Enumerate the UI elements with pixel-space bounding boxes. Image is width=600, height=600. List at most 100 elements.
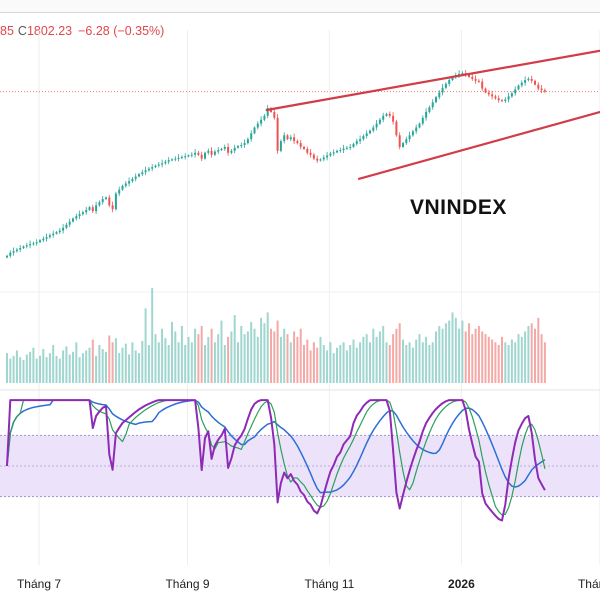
candle-body: [388, 113, 391, 116]
candle-body: [260, 119, 263, 124]
volume-bar: [289, 342, 292, 383]
candle-layer: [6, 70, 546, 259]
candle-body: [213, 151, 216, 155]
volume-bar: [481, 331, 484, 383]
volume-bar: [25, 354, 28, 383]
volume-bar: [256, 336, 259, 383]
chart-title: VNINDEX: [410, 196, 507, 219]
close-value: 1802.23: [26, 24, 73, 38]
volume-bar: [319, 336, 322, 383]
candle-body: [418, 123, 421, 128]
volume-bar: [190, 342, 193, 383]
candle-body: [184, 156, 187, 158]
candle-body: [293, 137, 296, 142]
candle-body: [299, 143, 302, 147]
rsi-line: [6, 399, 546, 522]
candle-body: [111, 205, 114, 210]
candle-body: [372, 127, 375, 131]
volume-bar: [392, 334, 395, 383]
candle-body: [349, 146, 352, 148]
candle-body: [329, 153, 332, 156]
volume-bar: [75, 342, 78, 383]
candle-body: [530, 78, 533, 81]
volume-bar: [395, 328, 398, 383]
volume-bar: [543, 342, 546, 383]
channel-layer: [265, 49, 600, 180]
candle-body: [237, 146, 239, 148]
volume-bar: [213, 342, 216, 383]
volume-bar: [138, 353, 140, 383]
volume-bar: [408, 342, 411, 383]
rsi-layer: [0, 399, 600, 522]
candle-body: [527, 78, 530, 81]
volume-bar: [9, 358, 12, 383]
volume-bar: [468, 323, 470, 383]
volume-bar: [204, 345, 206, 383]
volume-bar: [474, 328, 477, 383]
volume-bar: [240, 326, 243, 383]
candle-body: [35, 242, 38, 244]
volume-bar: [355, 347, 358, 383]
candle-body: [517, 85, 520, 90]
volume-bar: [184, 345, 187, 383]
volume-bar: [276, 320, 279, 383]
candle-body: [461, 73, 464, 75]
candle-body: [42, 238, 45, 241]
candle-body: [494, 96, 497, 99]
candle-body: [501, 100, 503, 102]
candle-body: [345, 147, 348, 149]
candle-body: [68, 221, 71, 225]
candle-body: [55, 232, 58, 234]
volume-bar: [227, 336, 230, 383]
candle-body: [514, 89, 517, 94]
candle-body: [319, 159, 322, 161]
volume-bar: [19, 357, 22, 383]
candle-body: [336, 150, 338, 153]
volume-bar: [144, 308, 147, 383]
volume-bar: [431, 342, 434, 383]
volume-bar: [42, 349, 45, 383]
candle-body: [114, 193, 117, 210]
candle-body: [471, 76, 474, 79]
volume-bar: [484, 334, 487, 383]
candle-body: [72, 218, 74, 222]
candle-body: [309, 152, 312, 155]
volume-bar: [161, 328, 164, 383]
volume-bar: [58, 358, 61, 383]
volume-bar: [154, 334, 157, 383]
volume-bar: [441, 328, 444, 383]
candle-body: [451, 76, 454, 81]
candle-body: [537, 84, 540, 89]
candle-body: [128, 181, 131, 184]
candle-body: [85, 209, 88, 213]
candle-body: [98, 202, 101, 206]
volume-bar: [464, 331, 467, 383]
volume-bar: [477, 326, 480, 383]
candle-body: [438, 92, 441, 98]
volume-bar: [194, 328, 197, 383]
candle-body: [45, 237, 48, 239]
candle-body: [359, 139, 362, 142]
volume-bar: [345, 350, 348, 383]
candle-body: [283, 135, 286, 142]
volume-bar: [22, 359, 25, 383]
candle-body: [240, 145, 243, 147]
volume-bar: [260, 317, 263, 383]
candle-body: [81, 212, 84, 215]
candle-body: [306, 148, 309, 153]
candle-body: [138, 174, 140, 177]
volume-bar: [428, 345, 431, 383]
candle-body: [468, 74, 470, 77]
candle-body: [441, 87, 444, 93]
volume-bar: [312, 342, 315, 383]
candle-body: [395, 121, 398, 136]
candle-body: [174, 158, 177, 160]
candle-body: [48, 235, 51, 238]
candle-body: [289, 137, 292, 140]
candle-body: [415, 127, 418, 132]
volume-bar: [425, 336, 428, 383]
volume-bar: [207, 336, 210, 383]
candle-body: [279, 141, 282, 151]
candle-body: [190, 154, 193, 156]
